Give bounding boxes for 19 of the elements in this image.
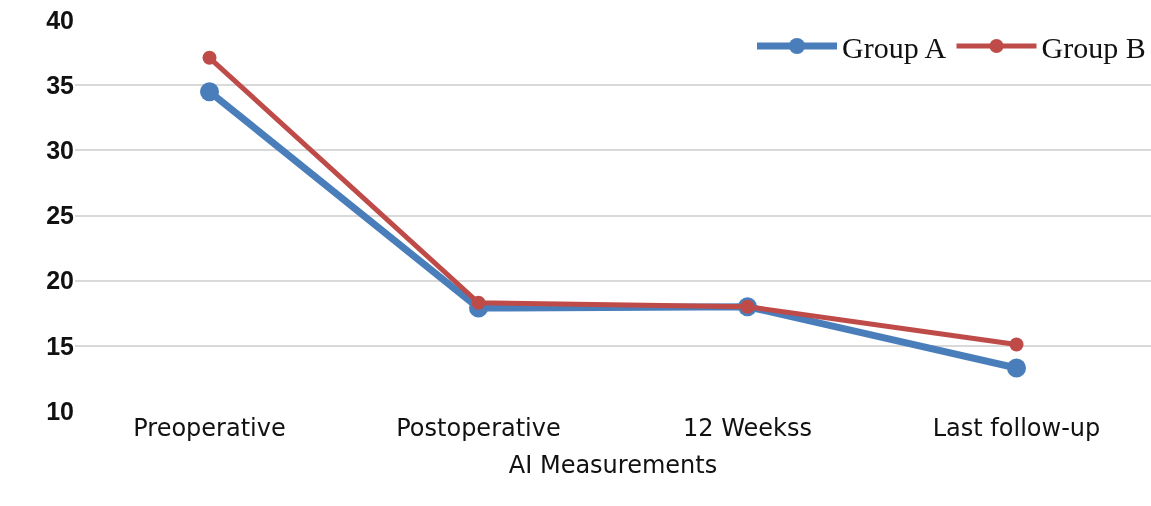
x-tick-label: Last follow-up (932, 414, 1101, 442)
point (202, 50, 217, 65)
legend-label: Group A (842, 30, 947, 64)
y-tick-label: 40 (46, 5, 74, 34)
point (1009, 337, 1024, 352)
y-tick-label: 20 (46, 266, 74, 295)
x-tick-label: Preoperative (133, 414, 286, 442)
y-tick-label: 30 (46, 136, 74, 165)
point (200, 82, 219, 102)
y-tick-label: 15 (46, 331, 75, 360)
point (471, 295, 486, 310)
x-tick-label: 12 Weekss (683, 414, 812, 442)
x-axis-title: AI Measurements (508, 451, 718, 480)
y-tick-label: 35 (46, 70, 75, 99)
y-tick-label: 10 (46, 396, 74, 425)
point (1007, 358, 1026, 378)
x-tick-label: Postoperative (396, 414, 561, 442)
legend-label: Group B (1041, 30, 1146, 64)
y-tick-label: 25 (46, 201, 75, 230)
